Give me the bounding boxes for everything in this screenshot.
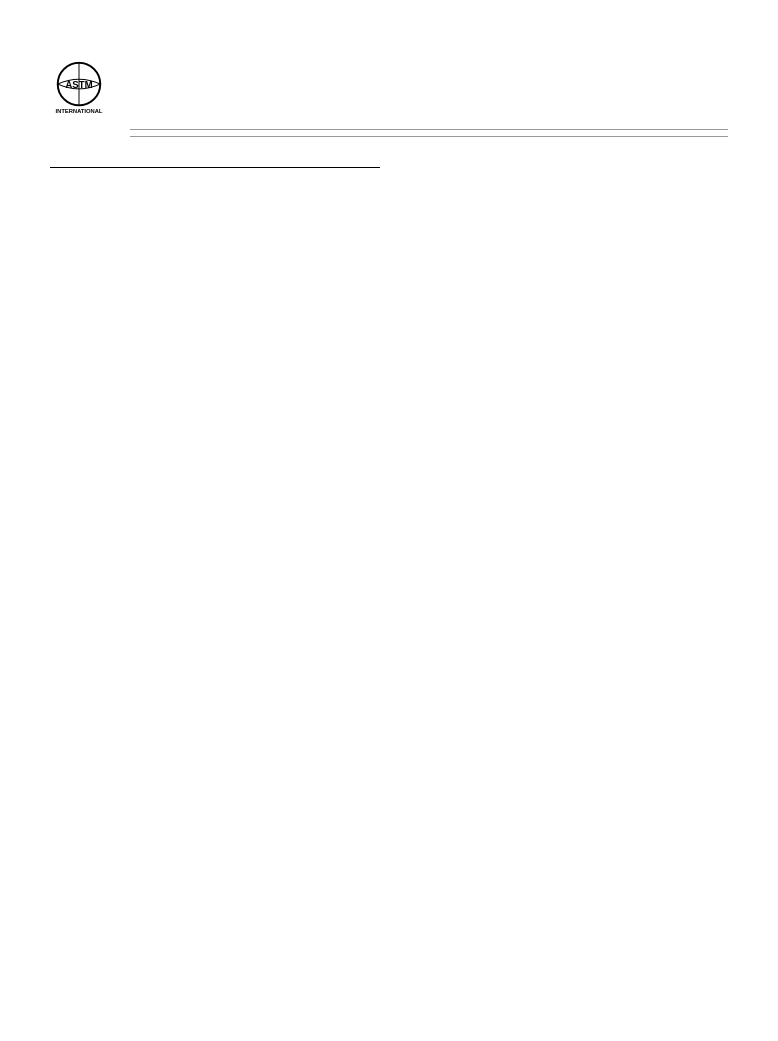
- astm-logo: ASTM INTERNATIONAL: [50, 57, 108, 115]
- svg-text:ASTM: ASTM: [65, 80, 92, 91]
- notice-banner: [50, 30, 728, 45]
- right-column: [398, 153, 728, 174]
- content-columns: [50, 153, 728, 174]
- header-row: ASTM INTERNATIONAL: [50, 57, 728, 115]
- left-column: [50, 153, 380, 174]
- svg-text:INTERNATIONAL: INTERNATIONAL: [56, 109, 103, 115]
- epsilon-note: [130, 129, 728, 137]
- document-page: ASTM INTERNATIONAL: [0, 0, 778, 234]
- footnotes: [50, 167, 380, 172]
